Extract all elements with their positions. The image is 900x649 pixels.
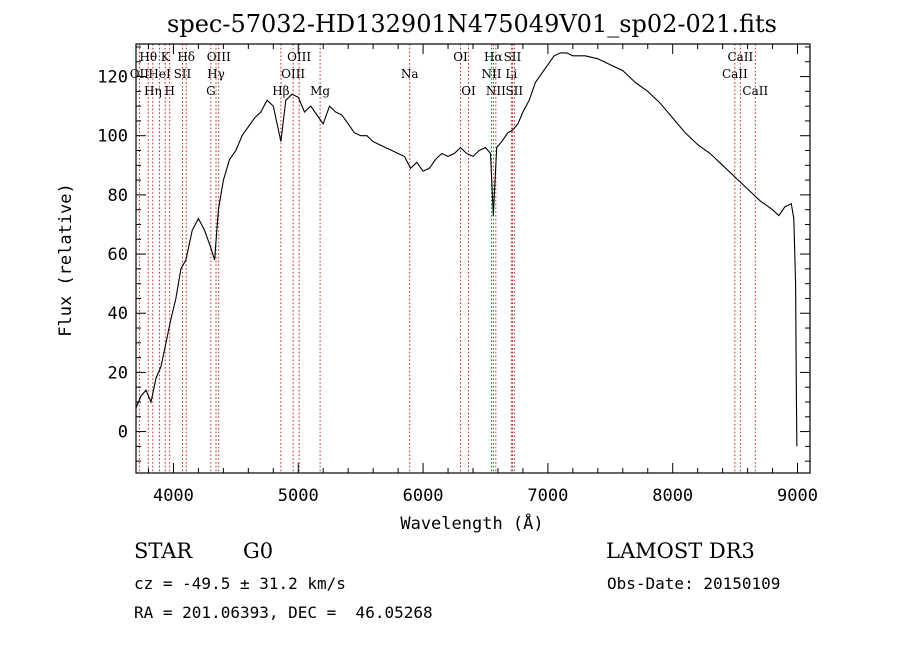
spectral-line-label: OIII — [287, 50, 311, 64]
spectral-line-label: NII — [481, 67, 501, 81]
y-tick-label: 0 — [118, 423, 128, 443]
spectral-line-label: OIII — [281, 67, 305, 81]
spectral-line-label: G — [206, 84, 216, 98]
x-axis-label: Wavelength (Å) — [400, 512, 543, 534]
spectrum-series-line — [135, 52, 798, 447]
spectral-line-label: SII — [174, 67, 192, 81]
y-tick-label: 20 — [108, 363, 128, 383]
x-tick-label: 8000 — [652, 486, 693, 506]
spectral-line-label: Hβ — [272, 84, 289, 98]
x-tick-label: 5000 — [278, 486, 319, 506]
plot-frame — [135, 43, 811, 474]
y-tick-label: 120 — [97, 68, 128, 88]
redshift-cz: cz = -49.5 ± 31.2 km/s — [134, 574, 346, 593]
x-tick-label: 9000 — [777, 486, 818, 506]
spectral-line-label: CaII — [727, 50, 753, 64]
spectral-line-label: Mg — [310, 84, 330, 98]
obs-date: Obs-Date: 20150109 — [607, 574, 781, 593]
spectral-line-label: OI — [453, 50, 468, 64]
spectral-line-label: OIII — [207, 50, 231, 64]
spectral-line-label: Hγ — [207, 67, 225, 81]
y-tick-label: 60 — [108, 245, 128, 265]
spectral-line-label: Hη — [144, 84, 162, 98]
spectral-line-label: HeI — [148, 67, 171, 81]
survey-name: LAMOST DR3 — [606, 539, 755, 563]
y-tick-label: 40 — [108, 304, 128, 324]
chart-title: spec-57032-HD132901N475049V01_sp02-021.f… — [167, 10, 777, 38]
x-axis-ticks: 4000 5000 6000 7000 8000 9000 — [147, 44, 818, 506]
object-class: STAR — [134, 539, 193, 563]
y-tick-label: 80 — [108, 186, 128, 206]
spectral-line-label: Hα — [484, 50, 503, 64]
spectral-line-label: Hδ — [177, 50, 195, 64]
spectral-line-label: H — [164, 84, 174, 98]
spectral-line-label: Hθ — [139, 50, 157, 64]
y-axis-ticks: 0 20 40 60 80 100 120 — [97, 46, 810, 462]
spectral-line-label: Li — [505, 67, 517, 81]
x-tick-label: 4000 — [153, 486, 194, 506]
coordinates: RA = 201.06393, DEC = 46.05268 — [134, 603, 433, 622]
spectral-line-label: OI — [461, 84, 476, 98]
spectral-line-label: CaII — [722, 67, 748, 81]
y-tick-label: 100 — [97, 127, 128, 147]
spectral-line-label: SII — [504, 50, 522, 64]
spectral-line-label: NII — [486, 84, 506, 98]
x-tick-label: 6000 — [403, 486, 444, 506]
spectral-line-label: OII — [130, 67, 150, 81]
spectral-line-markers — [138, 44, 756, 473]
y-axis-label: Flux (relative) — [56, 183, 76, 337]
spectral-line-label: CaII — [742, 84, 768, 98]
spectral-line-label: Na — [401, 67, 419, 81]
object-subclass: G0 — [243, 539, 274, 563]
spectral-line-label: SII — [505, 84, 523, 98]
spectral-line-label: K — [161, 50, 171, 64]
spectral-line-labels: OIIHθHηHeIKHSIIHδGHγOIIIHβOIIIOIIIMgNaOI… — [130, 50, 769, 98]
x-tick-label: 7000 — [527, 486, 568, 506]
